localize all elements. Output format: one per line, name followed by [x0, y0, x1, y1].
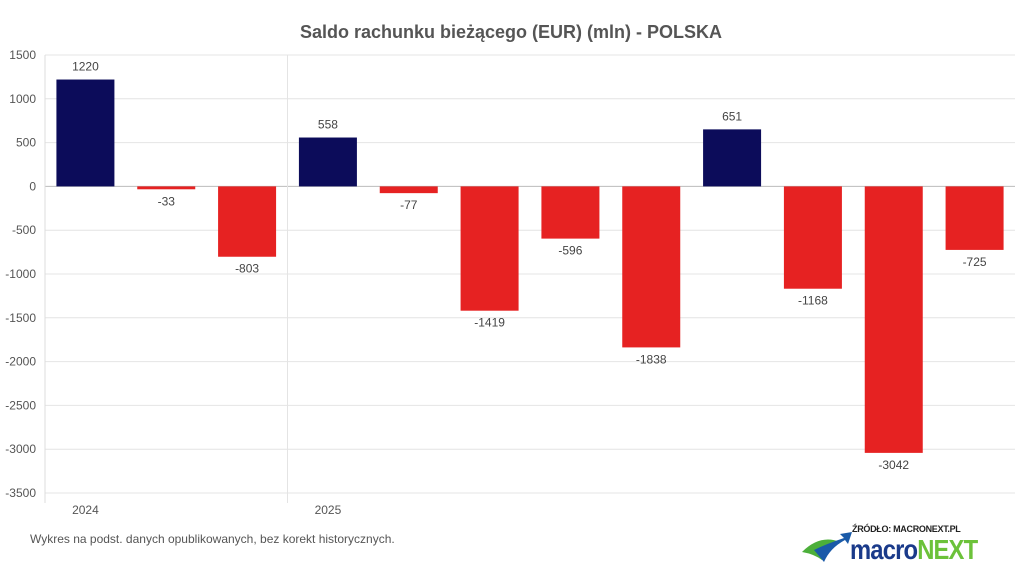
data-label: -1419	[474, 316, 505, 330]
data-label: -1168	[798, 294, 828, 308]
source-label: ŹRÓDŁO: MACRONEXT.PL	[852, 524, 961, 534]
bar	[622, 186, 681, 348]
y-tick-label: -500	[12, 223, 36, 237]
data-label: 651	[722, 109, 742, 123]
bar	[541, 186, 600, 239]
bar	[379, 186, 438, 194]
bar	[703, 129, 762, 187]
y-tick-label: -3000	[5, 442, 36, 456]
data-label: -725	[963, 255, 987, 269]
y-tick-label: -1000	[5, 267, 36, 281]
macronext-logo-icon	[802, 532, 852, 562]
bar	[460, 186, 519, 311]
bar	[783, 186, 842, 289]
brand-logo: macroNEXT	[850, 534, 978, 566]
y-tick-label: -2500	[5, 398, 36, 412]
bar	[864, 186, 923, 453]
chart-title: Saldo rachunku bieżącego (EUR) (mln) - P…	[299, 22, 723, 42]
bar	[218, 186, 277, 257]
data-label: 1220	[72, 60, 99, 74]
x-tick-label: 2025	[315, 503, 342, 517]
brand-part-1: macro	[850, 534, 918, 565]
y-tick-label: 0	[29, 179, 36, 193]
bar	[137, 186, 196, 190]
footnote: Wykres na podst. danych opublikowanych, …	[30, 532, 395, 546]
y-tick-label: 1500	[9, 48, 36, 62]
bar	[56, 79, 115, 187]
data-label: 558	[318, 118, 338, 132]
y-tick-label: -1500	[5, 311, 36, 325]
x-tick-label: 2024	[72, 503, 99, 517]
data-label: -1838	[636, 352, 667, 366]
data-label: -77	[400, 198, 418, 212]
y-tick-label: -3500	[5, 486, 36, 500]
data-label: -3042	[878, 458, 909, 472]
y-tick-label: 500	[16, 136, 36, 150]
data-label: -33	[158, 194, 176, 208]
brand-part-2: NEXT	[917, 534, 978, 565]
data-label: -596	[558, 244, 582, 258]
y-tick-label: 1000	[9, 92, 36, 106]
bar	[945, 186, 1004, 250]
y-tick-label: -2000	[5, 355, 36, 369]
bar	[298, 137, 357, 187]
data-label: -803	[235, 262, 259, 276]
